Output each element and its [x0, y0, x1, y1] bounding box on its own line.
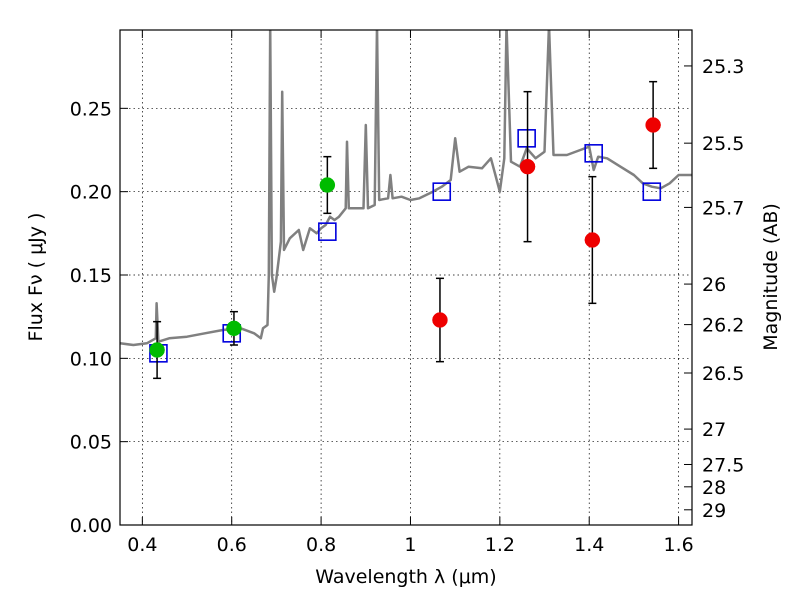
- red-data-point: [432, 312, 448, 328]
- y2-tick-label: 26.5: [702, 363, 744, 385]
- y2-tick-label: 27: [702, 419, 726, 441]
- x-tick-label: 1.4: [574, 534, 604, 556]
- y-tick-label: 0.15: [70, 265, 112, 287]
- x-tick-label: 1.2: [485, 534, 515, 556]
- y-tick-label: 0.20: [70, 182, 112, 204]
- y2-tick-label: 25.3: [702, 56, 744, 78]
- x-tick-label: 0.6: [217, 534, 247, 556]
- y-tick-label: 0.25: [70, 98, 112, 120]
- x-tick-label: 0.4: [127, 534, 157, 556]
- red-data-point: [645, 117, 661, 133]
- model-square-point: [584, 144, 603, 163]
- y-tick-label: 0.10: [70, 348, 112, 370]
- y2-tick-label: 26.2: [702, 315, 744, 337]
- y-axis-title: Flux Fν ( μJy ): [25, 213, 47, 342]
- plot-data: [120, 30, 692, 380]
- x-tick-label: 0.8: [306, 534, 336, 556]
- x-tick-label: 1: [404, 534, 416, 556]
- y2-tick-label: 26: [702, 274, 726, 296]
- y-tick-label: 0.05: [70, 432, 112, 454]
- y2-tick-label: 29: [702, 500, 726, 522]
- x-axis-title: Wavelength λ (μm): [315, 566, 496, 588]
- x-tick-label: 1.6: [663, 534, 693, 556]
- green-data-point: [149, 342, 165, 358]
- green-data-point: [226, 320, 242, 337]
- y2-tick-label: 25.7: [702, 197, 744, 219]
- model-square-point: [432, 182, 452, 201]
- model-square-point: [517, 129, 536, 148]
- y-tick-label: 0.00: [70, 515, 112, 537]
- y2-axis-title: Magnitude (AB): [760, 203, 782, 351]
- model-square-point: [642, 182, 662, 201]
- y2-tick-label: 25.5: [702, 133, 744, 155]
- plot-frame: [119, 29, 693, 526]
- green-data-point: [319, 177, 336, 193]
- ticks: 0.4 0.6 0.8 1 1.2 1.4 1.6 0.00 0.05 0.10 0.15 0.20 0…: [70, 30, 744, 556]
- model-square-point: [318, 222, 337, 241]
- y2-tick-label: 28: [702, 477, 726, 499]
- red-data-point: [519, 158, 536, 175]
- spectrum-line: [120, 30, 692, 347]
- red-data-point: [584, 232, 601, 248]
- y2-tick-label: 27.5: [702, 454, 744, 476]
